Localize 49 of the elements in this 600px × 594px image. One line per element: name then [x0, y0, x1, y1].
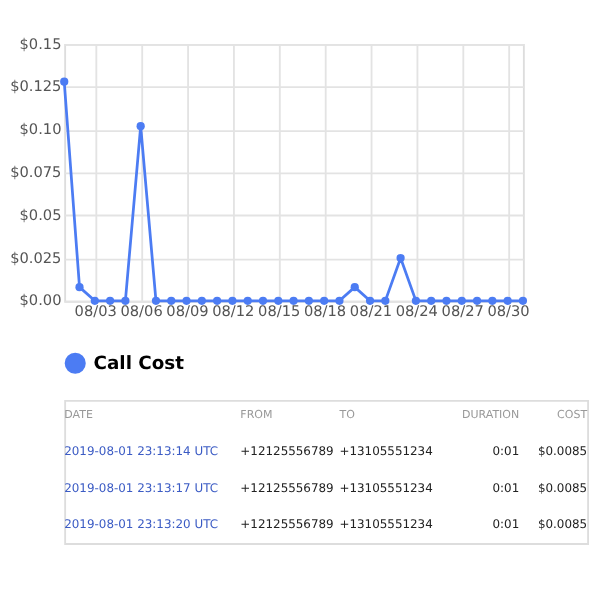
x-tick-label: 08/27: [441, 302, 485, 321]
point: [289, 296, 298, 305]
y-tick-label: $0.075: [10, 162, 63, 181]
y-tick-label: $0.025: [10, 248, 63, 267]
point: [488, 296, 497, 305]
x-tick-label: 08/24: [395, 302, 439, 321]
point: [503, 296, 512, 305]
x-tick-label: 08/12: [212, 302, 255, 321]
point: [105, 296, 115, 305]
point: [411, 296, 420, 305]
x-tick-label: 08/09: [166, 302, 210, 321]
point: [60, 77, 69, 86]
point: [427, 296, 436, 305]
y-tick-label: $0.10: [19, 120, 63, 139]
point: [381, 296, 390, 305]
point: [304, 296, 313, 305]
point: [442, 296, 451, 305]
legend-label: Call Cost: [93, 352, 186, 375]
point: [365, 296, 375, 305]
point: [90, 296, 99, 305]
x-tick-label: 08/15: [258, 302, 301, 321]
point: [457, 296, 466, 305]
y-tick-label: $0.15: [19, 34, 63, 53]
x-tick-label: 08/21: [349, 302, 393, 321]
x-tick-label: 08/18: [303, 302, 347, 321]
point: [335, 296, 344, 305]
point: [151, 296, 161, 305]
point: [274, 296, 283, 305]
point: [350, 283, 359, 292]
y-tick-label: $0.05: [19, 205, 63, 224]
point: [197, 296, 206, 305]
point: [243, 296, 252, 305]
point: [182, 296, 191, 305]
y-tick-label: $0.125: [10, 77, 63, 96]
x-tick-label: 08/06: [120, 302, 164, 321]
point: [518, 296, 528, 305]
point: [75, 283, 84, 292]
point: [136, 122, 145, 131]
x-tick-label: 08/30: [487, 302, 531, 321]
point: [396, 253, 405, 263]
x-tick-label: 08/03: [74, 302, 118, 321]
point: [258, 296, 268, 305]
point: [472, 296, 482, 305]
point: [228, 296, 237, 305]
point: [121, 296, 130, 305]
y-tick-label: $0.00: [19, 291, 63, 310]
point: [167, 296, 176, 305]
point: [213, 296, 222, 305]
point: [320, 296, 329, 305]
